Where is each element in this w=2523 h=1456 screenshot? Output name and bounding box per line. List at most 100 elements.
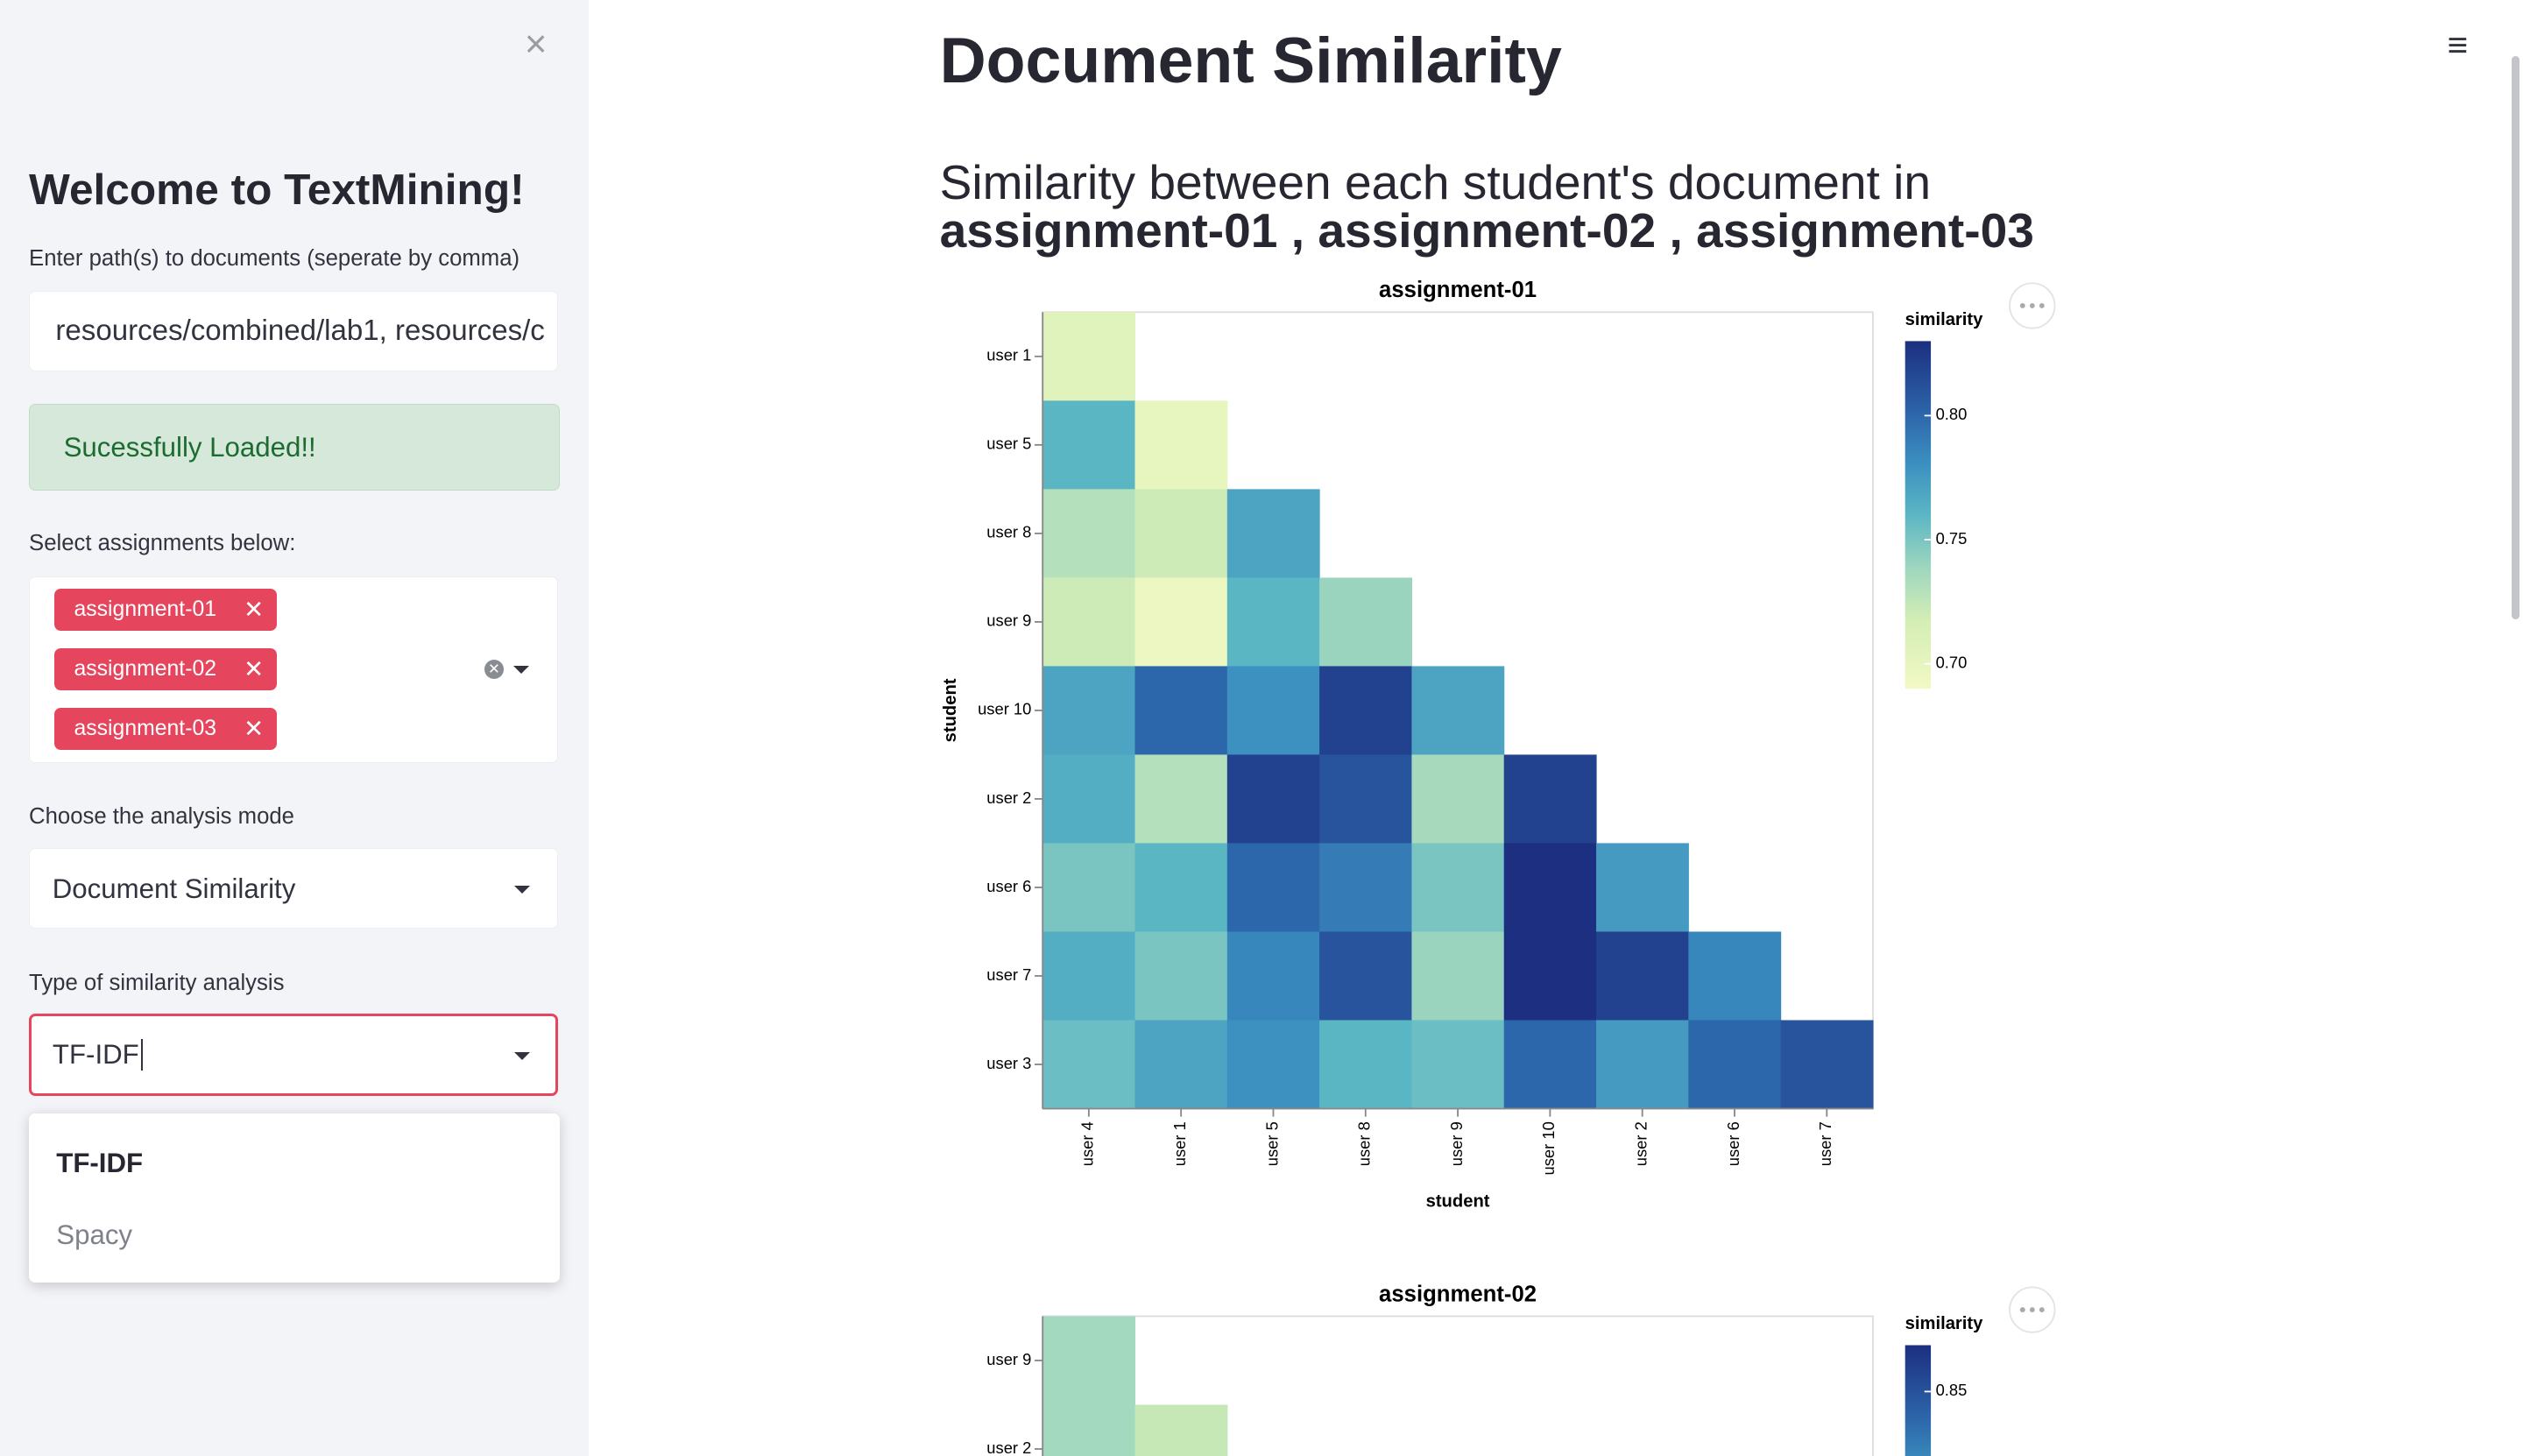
y-tick-label: user 9: [986, 1350, 1031, 1368]
heat-cell: [1411, 1020, 1505, 1110]
x-tick-label: user 7: [1816, 1121, 1834, 1166]
heat-cell: [1134, 843, 1228, 933]
chart-title: assignment-01: [1379, 278, 1537, 302]
heat-cell: [1411, 666, 1505, 755]
heat-cell: [1134, 400, 1228, 490]
heat-cell: [1503, 843, 1597, 933]
heat-cell: [1134, 577, 1228, 667]
success-message: Sucessfully Loaded!!: [63, 432, 316, 463]
heat-cell: [1042, 312, 1136, 401]
path-label: Enter path(s) to documents (seperate by …: [29, 246, 520, 272]
x-tick-label: user 9: [1447, 1121, 1466, 1166]
heat-cell: [1503, 754, 1597, 844]
heat-cell: [1226, 843, 1320, 933]
type-value: TF-IDF: [53, 1038, 143, 1071]
heat-cell: [1596, 843, 1689, 933]
chart-menu-dot: [2019, 303, 2025, 308]
mode-select[interactable]: Document Similarity: [29, 847, 559, 929]
legend-tick-label: 0.80: [1936, 405, 1968, 423]
heat-cell: [1134, 754, 1228, 844]
tag-text: assignment-02: [74, 657, 217, 682]
x-tick-label: user 6: [1724, 1121, 1742, 1166]
heat-cell: [1042, 1316, 1136, 1406]
x-tick-label: user 10: [1539, 1121, 1558, 1175]
x-axis-title: student: [1426, 1191, 1490, 1211]
subtitle: Similarity between each student's docume…: [939, 155, 1931, 210]
dropdown-menu: TF-IDF Spacy: [29, 1113, 561, 1283]
y-tick-label: user 3: [986, 1054, 1031, 1072]
subtitle-bold: assignment-01 , assignment-02 , assignme…: [939, 203, 2034, 258]
x-tick-label: user 4: [1078, 1121, 1097, 1166]
heat-cell: [1042, 400, 1136, 490]
assignment-tag[interactable]: assignment-02 ✕: [54, 648, 277, 690]
legend-gradient: [1905, 341, 1932, 689]
heat-cell: [1134, 489, 1228, 578]
heat-cell: [1042, 1020, 1136, 1110]
heat-cell: [1226, 931, 1320, 1021]
heat-cell: [1596, 1020, 1689, 1110]
heat-cell: [1319, 931, 1412, 1021]
menu-button[interactable]: ≡: [2447, 24, 2469, 65]
y-tick-label: user 8: [986, 523, 1031, 541]
legend-tick-label: 0.75: [1936, 529, 1968, 548]
mode-label: Choose the analysis mode: [29, 804, 294, 830]
path-input[interactable]: resources/combined/lab1, resources/c: [29, 291, 559, 372]
tag-remove[interactable]: ✕: [244, 715, 265, 743]
assignment-tag[interactable]: assignment-03 ✕: [54, 708, 277, 750]
chart-menu-dot: [2029, 303, 2035, 308]
legend-gradient: [1905, 1345, 1932, 1456]
heat-cell: [1134, 931, 1228, 1021]
chart-menu-dot: [2019, 1307, 2025, 1313]
y-tick-label: user 2: [986, 788, 1031, 807]
y-tick-label: user 6: [986, 877, 1031, 895]
close-sidebar[interactable]: ×: [524, 22, 548, 66]
assignment-tag[interactable]: assignment-01 ✕: [54, 589, 277, 631]
heat-cell: [1411, 754, 1505, 844]
heat-cell: [1411, 843, 1505, 933]
tag-remove[interactable]: ✕: [244, 655, 265, 683]
heat-cell: [1042, 577, 1136, 667]
chart-title: assignment-02: [1379, 1282, 1537, 1306]
chart-menu-dot: [2039, 1307, 2045, 1313]
dropdown-option[interactable]: TF-IDF: [56, 1147, 144, 1178]
scrollbar[interactable]: [2512, 56, 2520, 620]
sidebar: × Welcome to TextMining! Enter path(s) t…: [0, 0, 590, 1456]
legend-tick-label: 0.70: [1936, 654, 1968, 672]
tag-text: assignment-03: [74, 717, 217, 741]
page-title: Document Similarity: [939, 23, 1562, 96]
chart-menu-dot: [2029, 1307, 2035, 1313]
heat-cell: [1226, 666, 1320, 755]
type-select[interactable]: TF-IDF: [29, 1014, 559, 1096]
mode-value: Document Similarity: [52, 873, 296, 904]
tag-remove[interactable]: ✕: [244, 596, 265, 624]
y-tick-label: user 2: [986, 1438, 1031, 1456]
y-tick-label: user 5: [986, 435, 1031, 453]
clear-all[interactable]: ✕: [484, 660, 504, 680]
heat-cell: [1134, 666, 1228, 755]
heat-cell: [1042, 1404, 1136, 1456]
heat-cell: [1042, 931, 1136, 1021]
heat-cell: [1042, 666, 1136, 755]
x-tick-label: user 8: [1355, 1121, 1374, 1166]
heat-cell: [1226, 577, 1320, 667]
heat-cell: [1319, 843, 1412, 933]
heat-cell: [1688, 1020, 1782, 1110]
heat-cell: [1042, 754, 1136, 844]
tag-text: assignment-01: [74, 597, 217, 622]
heat-cell: [1411, 931, 1505, 1021]
heat-cell: [1319, 666, 1412, 755]
dropdown-option[interactable]: Spacy: [56, 1219, 133, 1251]
y-tick-label: user 10: [978, 700, 1031, 718]
heat-cell: [1226, 1020, 1320, 1110]
heat-cell: [1688, 931, 1782, 1021]
y-tick-label: user 7: [986, 965, 1031, 984]
plot-frame: [1042, 1315, 1874, 1456]
chart-menu-dot: [2039, 303, 2045, 308]
heat-cell: [1134, 1020, 1228, 1110]
dropdown-arrow[interactable]: [512, 666, 529, 675]
heat-cell: [1596, 931, 1689, 1021]
legend-title: similarity: [1905, 310, 1983, 329]
legend-tick-label: 0.85: [1936, 1381, 1968, 1399]
